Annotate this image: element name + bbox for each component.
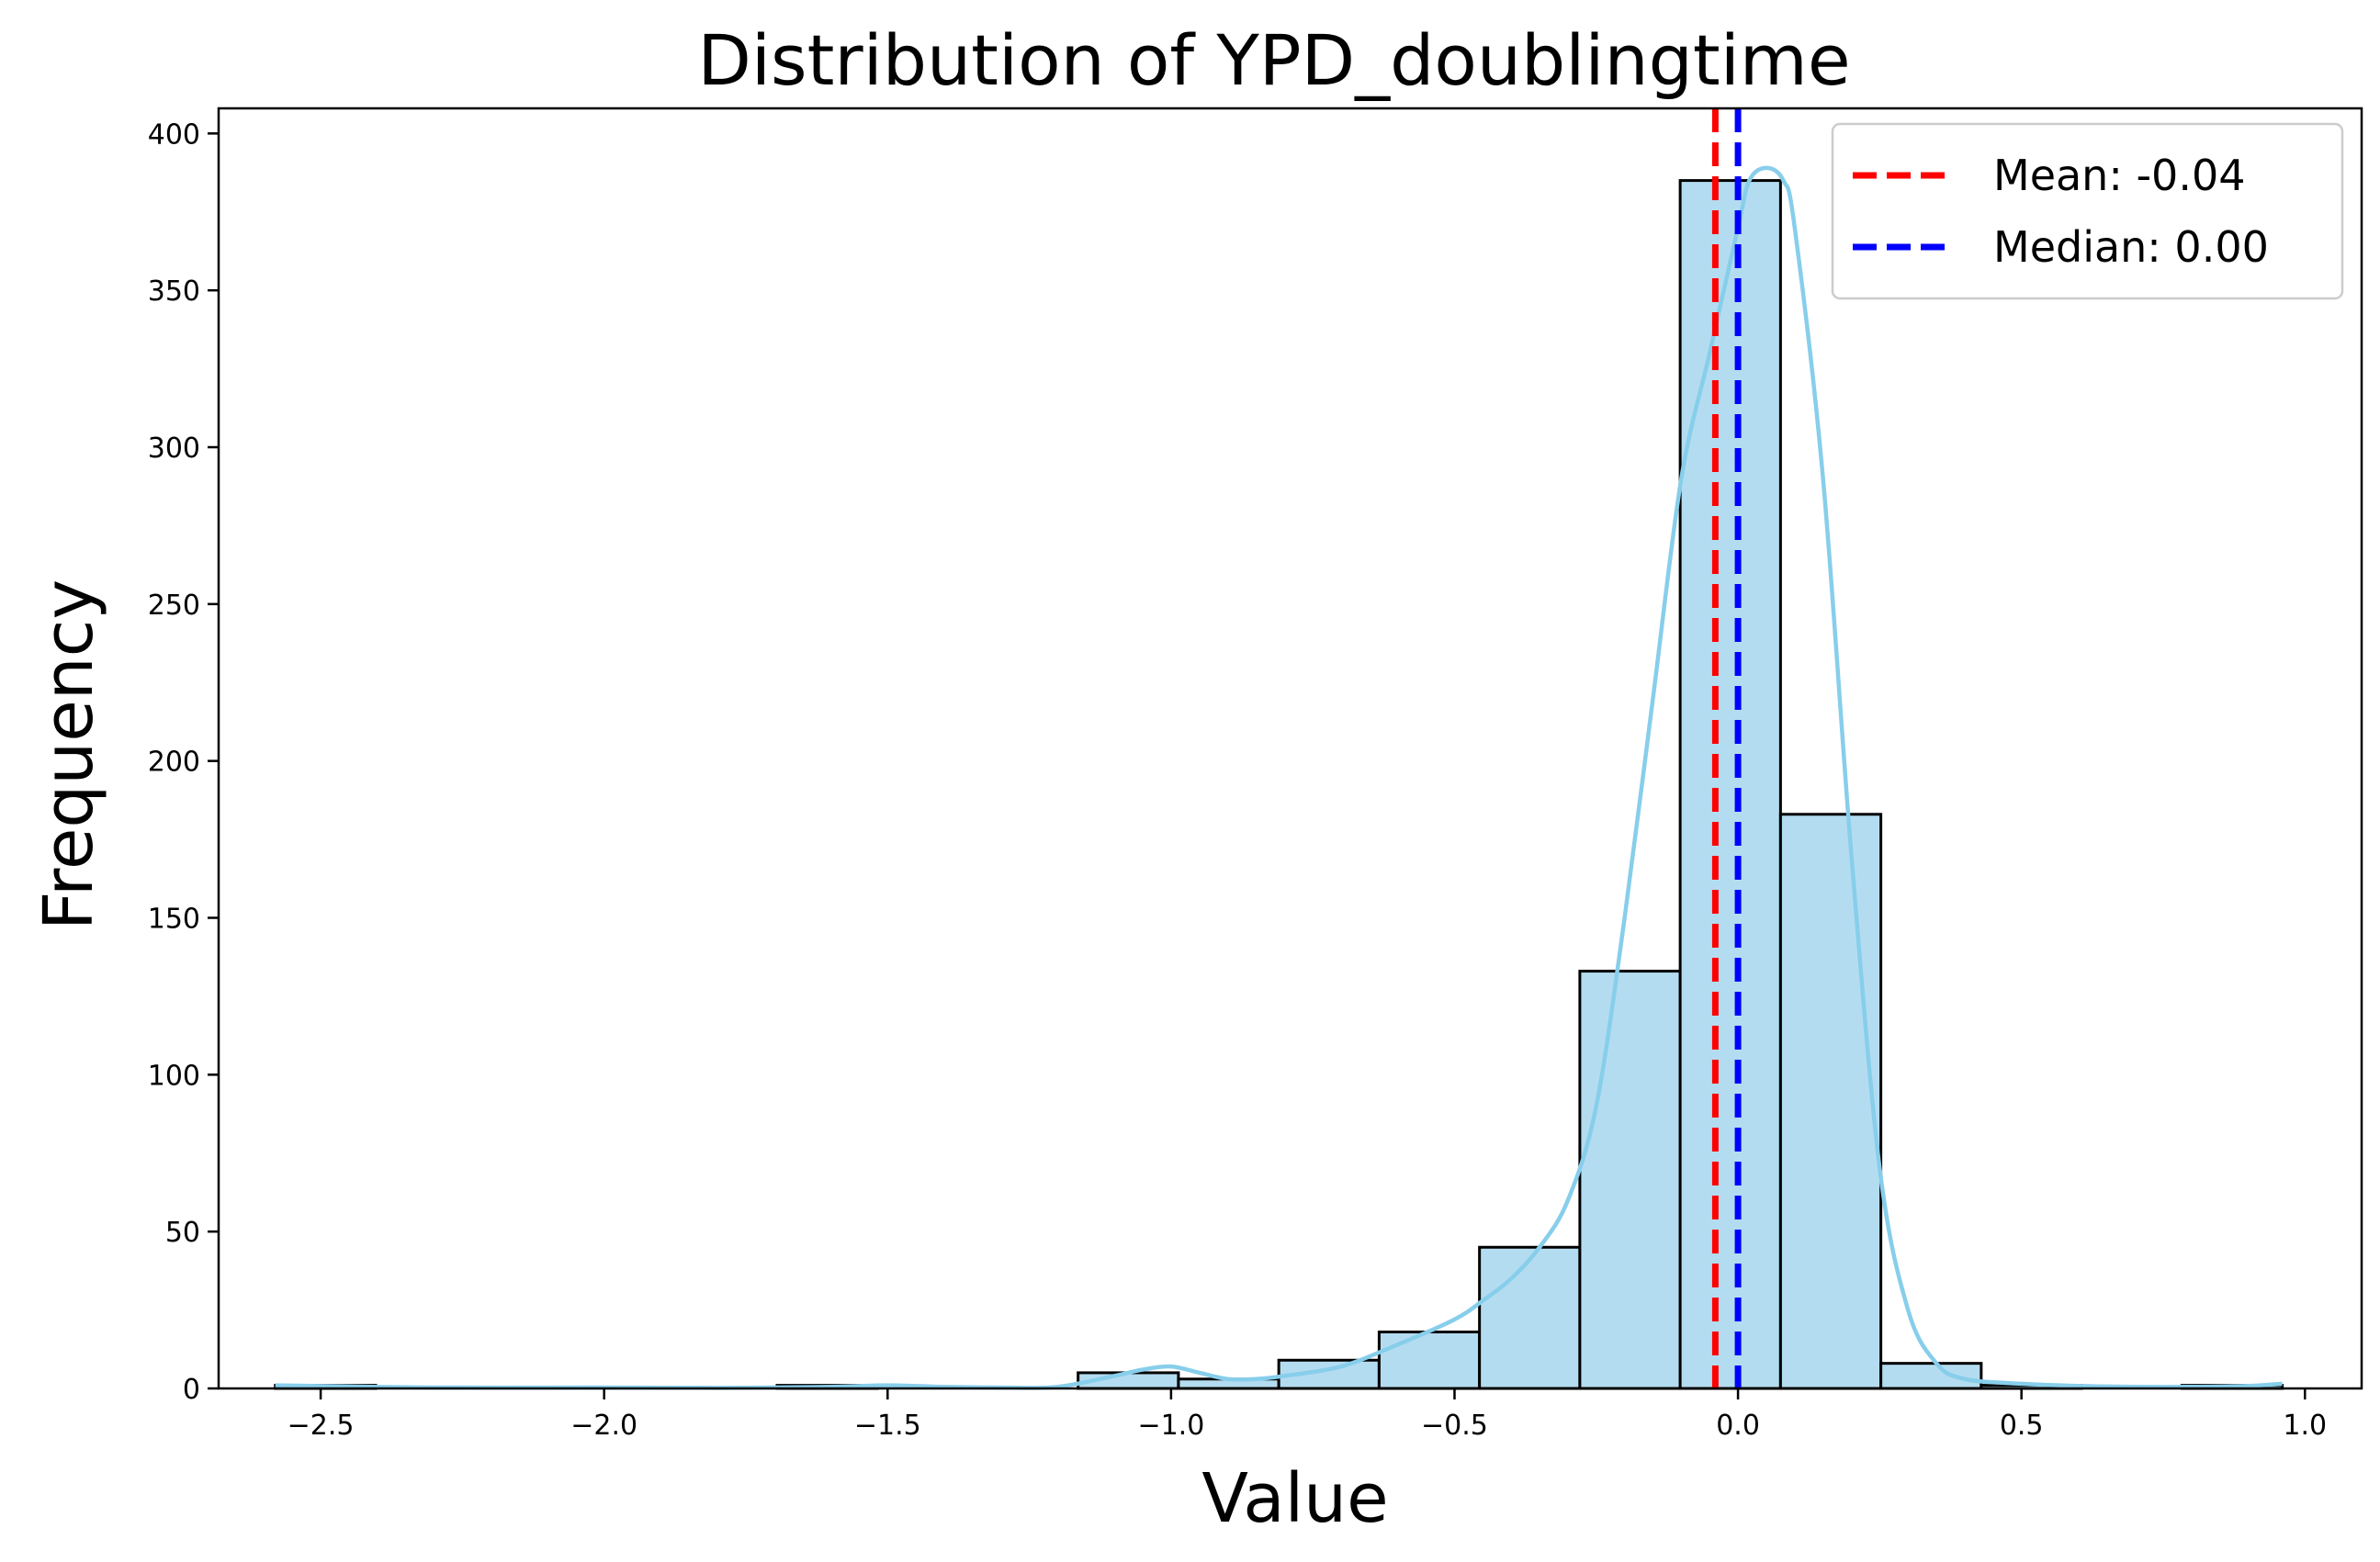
histogram-bar [1377,1331,1482,1390]
y-tick-label: 100 [148,1060,200,1092]
y-tick-label: 150 [148,904,200,936]
x-axis-ticks: −2.5 −2.0 −1.5 −1.0 −0.5 0.0 0.5 1.0 [288,1388,2327,1442]
y-tick-label: 0 [183,1374,200,1406]
y-tick-label: 400 [148,118,200,151]
histogram-bars [274,179,2284,1390]
legend-label: Median: 0.00 [1993,222,2269,272]
histogram-bar [1778,813,1883,1390]
x-axis-title: Value [1201,1459,1388,1538]
x-tick-label: −1.5 [854,1410,921,1442]
y-tick-label: 250 [148,590,200,622]
x-tick-label: −0.5 [1421,1410,1488,1442]
y-tick-label: 300 [148,433,200,465]
reference-lines [1711,108,1742,1388]
chart-title: Distribution of YPD_doublingtime [697,19,1850,101]
kde-curve [275,165,2283,1390]
y-tick-label: 50 [165,1217,200,1249]
x-tick-label: 1.0 [2283,1410,2327,1442]
histogram-bar [1879,1362,1983,1390]
kde-layer [275,165,2283,1390]
y-tick-label: 350 [148,275,200,308]
x-tick-label: 0.5 [2000,1410,2044,1442]
x-tick-label: −1.0 [1137,1410,1204,1442]
x-tick-label: −2.0 [570,1410,637,1442]
plot-frame [217,107,2363,1390]
y-axis-ticks: 0 50 100 150 200 250 300 350 400 [148,118,219,1406]
y-tick-label: 200 [148,747,200,779]
legend: Mean: -0.04 Median: 0.00 [1831,122,2344,300]
y-axis-title: Frequency [29,579,108,930]
histogram-bar [1478,1245,1582,1390]
legend-label: Mean: -0.04 [1993,151,2245,200]
legend-box [1831,122,2344,300]
histogram-bar [1678,179,1782,1390]
histogram-bar [1578,970,1682,1390]
x-tick-label: −2.5 [288,1410,355,1442]
x-tick-label: 0.0 [1716,1410,1760,1442]
